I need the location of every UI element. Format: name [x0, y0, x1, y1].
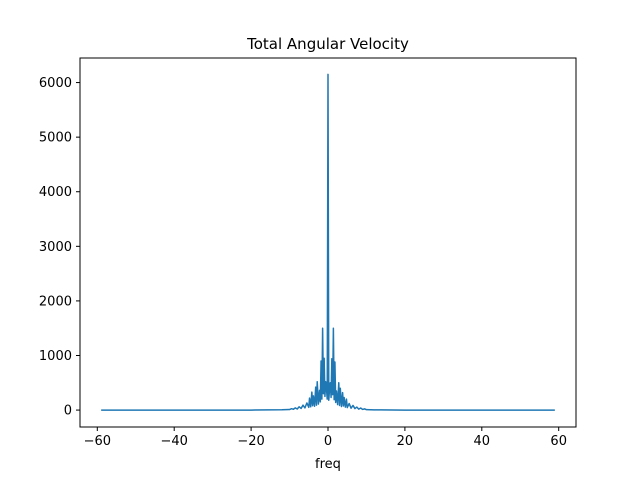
y-tick-label: 3000 — [39, 240, 72, 255]
x-tick-label: −60 — [84, 434, 111, 449]
x-tick-label: 20 — [397, 434, 414, 449]
y-tick-label: 0 — [64, 404, 72, 419]
y-tick-label: 5000 — [39, 131, 72, 146]
x-tick-label: 40 — [474, 434, 491, 449]
y-tick-label: 1000 — [39, 349, 72, 364]
x-tick-label: 60 — [550, 434, 567, 449]
chart-title: Total Angular Velocity — [246, 35, 409, 53]
y-tick-label: 6000 — [39, 76, 72, 91]
x-tick-label: 0 — [324, 434, 332, 449]
y-tick-label: 2000 — [39, 294, 72, 309]
x-tick-label: −40 — [160, 434, 187, 449]
y-tick-label: 4000 — [39, 185, 72, 200]
series-line-0 — [101, 73, 555, 411]
x-tick-label: −20 — [237, 434, 264, 449]
x-axis-label: freq — [315, 457, 341, 472]
